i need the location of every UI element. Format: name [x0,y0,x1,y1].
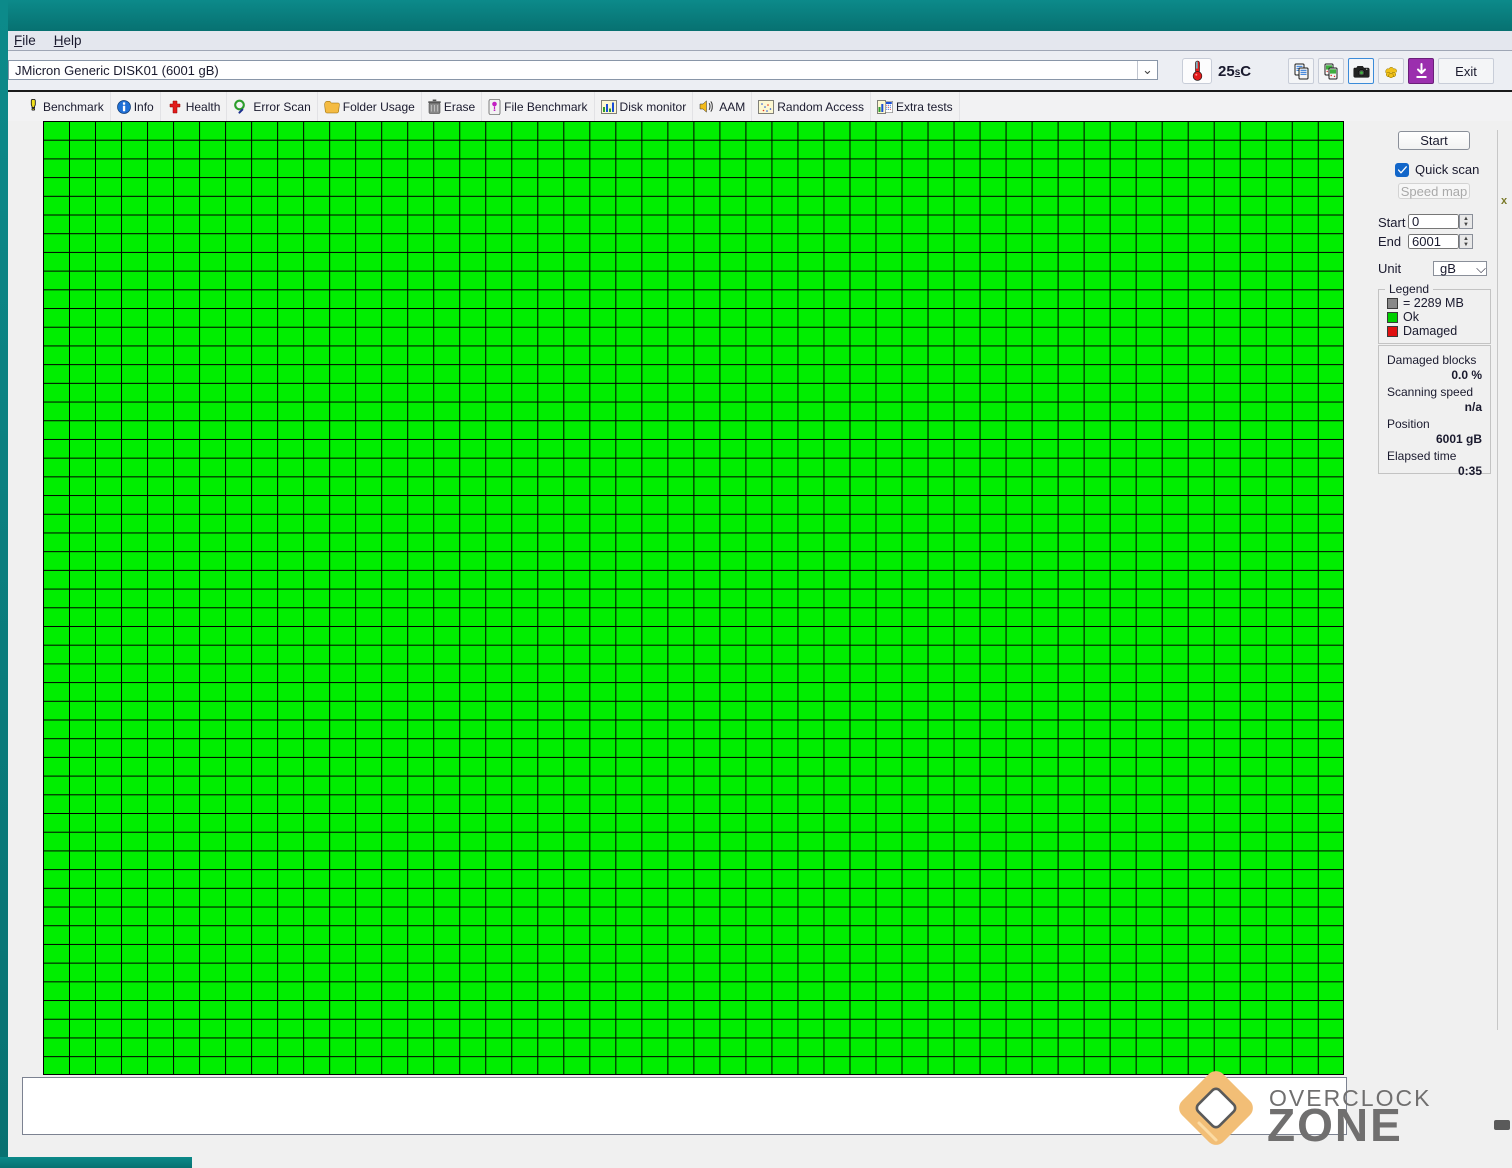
svg-text:ZONE: ZONE [1267,1099,1403,1151]
